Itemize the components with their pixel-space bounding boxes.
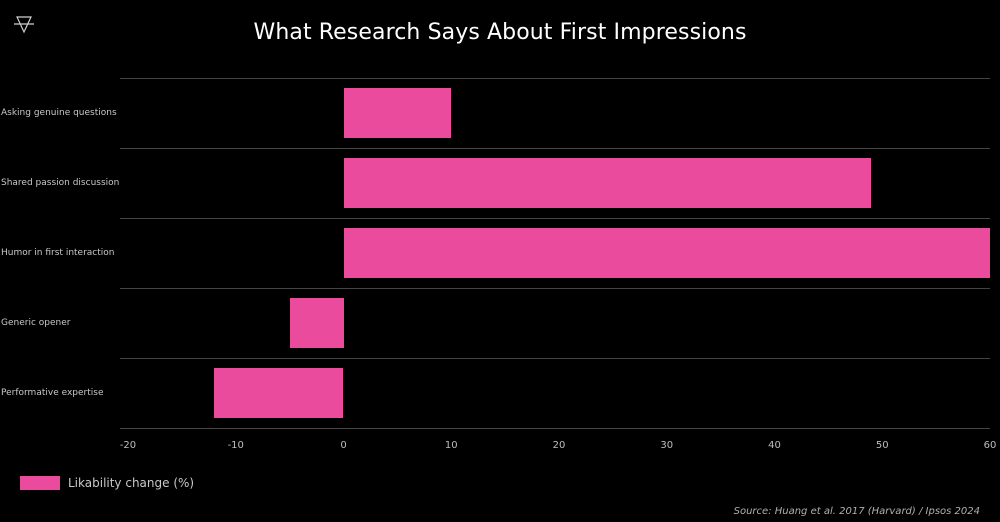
x-axis-tick-label: -10: [227, 440, 244, 451]
category-label: Generic opener: [1, 318, 71, 328]
bar: [343, 228, 990, 278]
x-axis-tick-label: 30: [660, 440, 674, 451]
gridline: [120, 148, 990, 149]
bar: [343, 158, 872, 208]
inverted-triangle-logo-icon: [14, 16, 34, 34]
x-axis-tick-label: 0: [340, 440, 347, 451]
category-label: Shared passion discussion: [1, 178, 120, 188]
x-axis-tick-label: 50: [875, 440, 889, 451]
x-axis-tick-label: 20: [552, 440, 566, 451]
bar: [214, 368, 344, 418]
gridline: [120, 358, 990, 359]
bar: [343, 88, 452, 138]
legend-label: Likability change (%): [68, 476, 195, 490]
gridline: [120, 428, 990, 429]
gridline: [120, 78, 990, 79]
legend-swatch: [20, 476, 60, 490]
source-note: Source: Huang et al. 2017 (Harvard) / Ip…: [733, 506, 980, 517]
category-label: Performative expertise: [1, 388, 104, 398]
chart-title: What Research Says About First Impressio…: [253, 20, 747, 45]
category-label: Humor in first interaction: [1, 248, 115, 258]
x-axis-tick-label: 40: [768, 440, 781, 451]
x-axis-tick-label: 10: [444, 440, 458, 451]
x-axis-tick-label: -20: [119, 440, 137, 451]
bar: [289, 298, 344, 348]
x-axis-tick-label: 60: [983, 440, 997, 451]
gridline: [120, 288, 990, 289]
gridline: [120, 218, 990, 219]
chart-legend: Likability change (%): [20, 476, 194, 490]
category-label: Asking genuine questions: [1, 108, 117, 118]
